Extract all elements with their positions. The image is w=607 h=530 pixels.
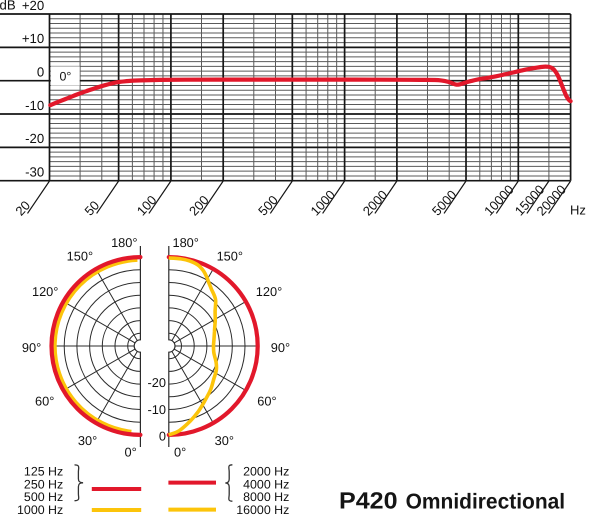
svg-text:2000 Hz: 2000 Hz bbox=[243, 465, 289, 479]
svg-text:500 Hz: 500 Hz bbox=[24, 490, 63, 504]
svg-text:4000 Hz: 4000 Hz bbox=[243, 477, 289, 491]
svg-text:125 Hz: 125 Hz bbox=[24, 465, 63, 479]
svg-text:120°: 120° bbox=[256, 284, 282, 299]
svg-text:0: 0 bbox=[159, 429, 166, 444]
svg-text:-20: -20 bbox=[148, 375, 167, 390]
svg-text:150°: 150° bbox=[217, 249, 243, 264]
svg-text:0: 0 bbox=[37, 65, 44, 80]
svg-text:-10: -10 bbox=[148, 402, 167, 417]
svg-text:-20: -20 bbox=[25, 131, 44, 146]
svg-text:16000 Hz: 16000 Hz bbox=[236, 503, 289, 517]
svg-text:-10: -10 bbox=[25, 98, 44, 113]
svg-text:180°: 180° bbox=[111, 235, 137, 250]
svg-text:180°: 180° bbox=[172, 235, 198, 250]
svg-text:8000 Hz: 8000 Hz bbox=[243, 490, 289, 504]
svg-text:0°: 0° bbox=[60, 70, 72, 84]
svg-text:150°: 150° bbox=[67, 249, 93, 264]
svg-text:dB: dB bbox=[0, 0, 16, 12]
svg-text:60°: 60° bbox=[35, 393, 54, 408]
svg-text:1000 Hz: 1000 Hz bbox=[17, 503, 63, 517]
svg-text:0°: 0° bbox=[124, 444, 136, 459]
svg-text:60°: 60° bbox=[257, 393, 276, 408]
svg-text:P420: P420 bbox=[339, 488, 398, 514]
svg-text:30°: 30° bbox=[215, 433, 234, 448]
svg-text:0°: 0° bbox=[174, 444, 186, 459]
svg-text:30°: 30° bbox=[78, 433, 97, 448]
svg-text:Hz: Hz bbox=[570, 203, 586, 218]
svg-text:90°: 90° bbox=[271, 340, 290, 355]
svg-text:90°: 90° bbox=[22, 340, 41, 355]
svg-text:Omnidirectional: Omnidirectional bbox=[406, 490, 565, 514]
svg-text:+10: +10 bbox=[22, 31, 44, 46]
svg-text:250 Hz: 250 Hz bbox=[24, 477, 63, 491]
svg-text:-30: -30 bbox=[25, 165, 44, 180]
svg-text:120°: 120° bbox=[32, 284, 58, 299]
svg-text:+20: +20 bbox=[22, 0, 44, 13]
